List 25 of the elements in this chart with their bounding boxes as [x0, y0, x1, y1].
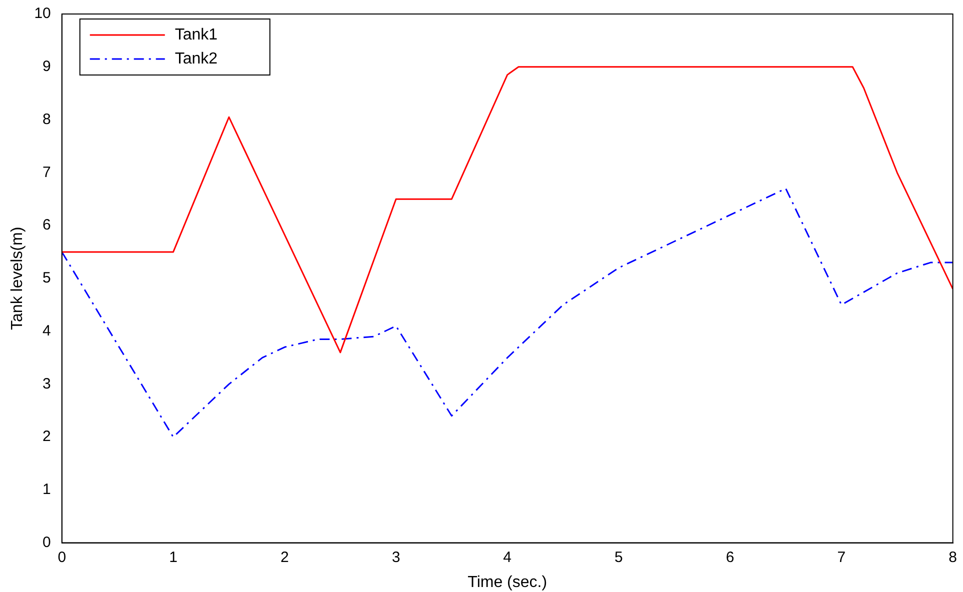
x-tick-label: 7	[837, 548, 846, 566]
x-tick-label: 3	[392, 548, 400, 566]
x-tick-label: 4	[503, 548, 512, 566]
x-tick-label: 1	[169, 548, 178, 566]
y-tick-label: 1	[42, 481, 51, 498]
x-tick-label: 8	[948, 548, 957, 566]
x-axis-title: Time (sec.)	[468, 574, 548, 591]
legend-label: Tank1	[174, 26, 218, 44]
x-tick-label: 6	[726, 548, 734, 566]
y-tick-label: 3	[42, 375, 51, 392]
y-tick-label: 7	[42, 164, 51, 181]
x-tick-label: 5	[614, 548, 623, 566]
line-series	[62, 188, 953, 438]
y-tick-label: 6	[42, 216, 51, 234]
y-tick-label: 8	[42, 110, 51, 128]
y-tick-label: 10	[34, 5, 51, 22]
x-tick-label: 0	[58, 548, 66, 566]
y-tick-label: 9	[42, 58, 51, 76]
y-axis-title: Tank levels(m)	[9, 226, 26, 330]
y-tick-label: 4	[42, 322, 51, 340]
legend-label: Tank2	[174, 50, 218, 68]
x-tick-label: 2	[280, 548, 289, 566]
y-tick-label: 5	[42, 270, 51, 287]
y-tick-label: 0	[42, 534, 51, 551]
y-tick-label: 2	[42, 428, 51, 446]
